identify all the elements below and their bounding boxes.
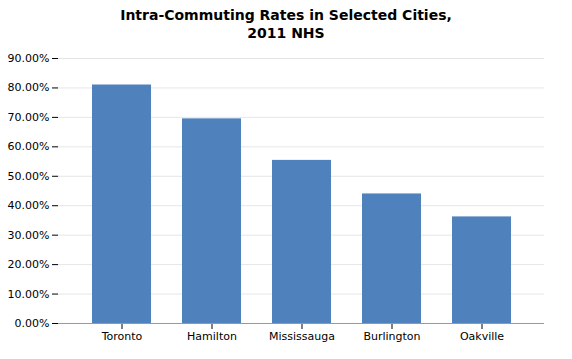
svg-text:10.00%: 10.00% <box>8 288 50 301</box>
html-text:Intra-Commuting Rates in Selec: Intra-Commuting Rates in Selected Cities… <box>120 7 452 23</box>
svg-text:Oakville: Oakville <box>460 330 504 343</box>
svg-text:40.00%: 40.00% <box>8 199 50 212</box>
svg-text:50.00%: 50.00% <box>8 170 50 183</box>
svg-text:30.00%: 30.00% <box>8 229 50 242</box>
svg-text:70.00%: 70.00% <box>8 111 50 124</box>
svg-text:Toronto: Toronto <box>101 330 143 343</box>
svg-text:60.00%: 60.00% <box>8 140 50 153</box>
svg-text:80.00%: 80.00% <box>8 81 50 94</box>
svg-text:20.00%: 20.00% <box>8 258 50 271</box>
svg-text:90.00%: 90.00% <box>8 52 50 65</box>
html-text:2011 NHS: 2011 NHS <box>247 25 325 41</box>
svg-text:Hamilton: Hamilton <box>187 330 237 343</box>
svg-text:0.00%: 0.00% <box>15 317 50 330</box>
svg-text:Mississauga: Mississauga <box>269 330 335 343</box>
svg-text:Burlington: Burlington <box>363 330 420 343</box>
